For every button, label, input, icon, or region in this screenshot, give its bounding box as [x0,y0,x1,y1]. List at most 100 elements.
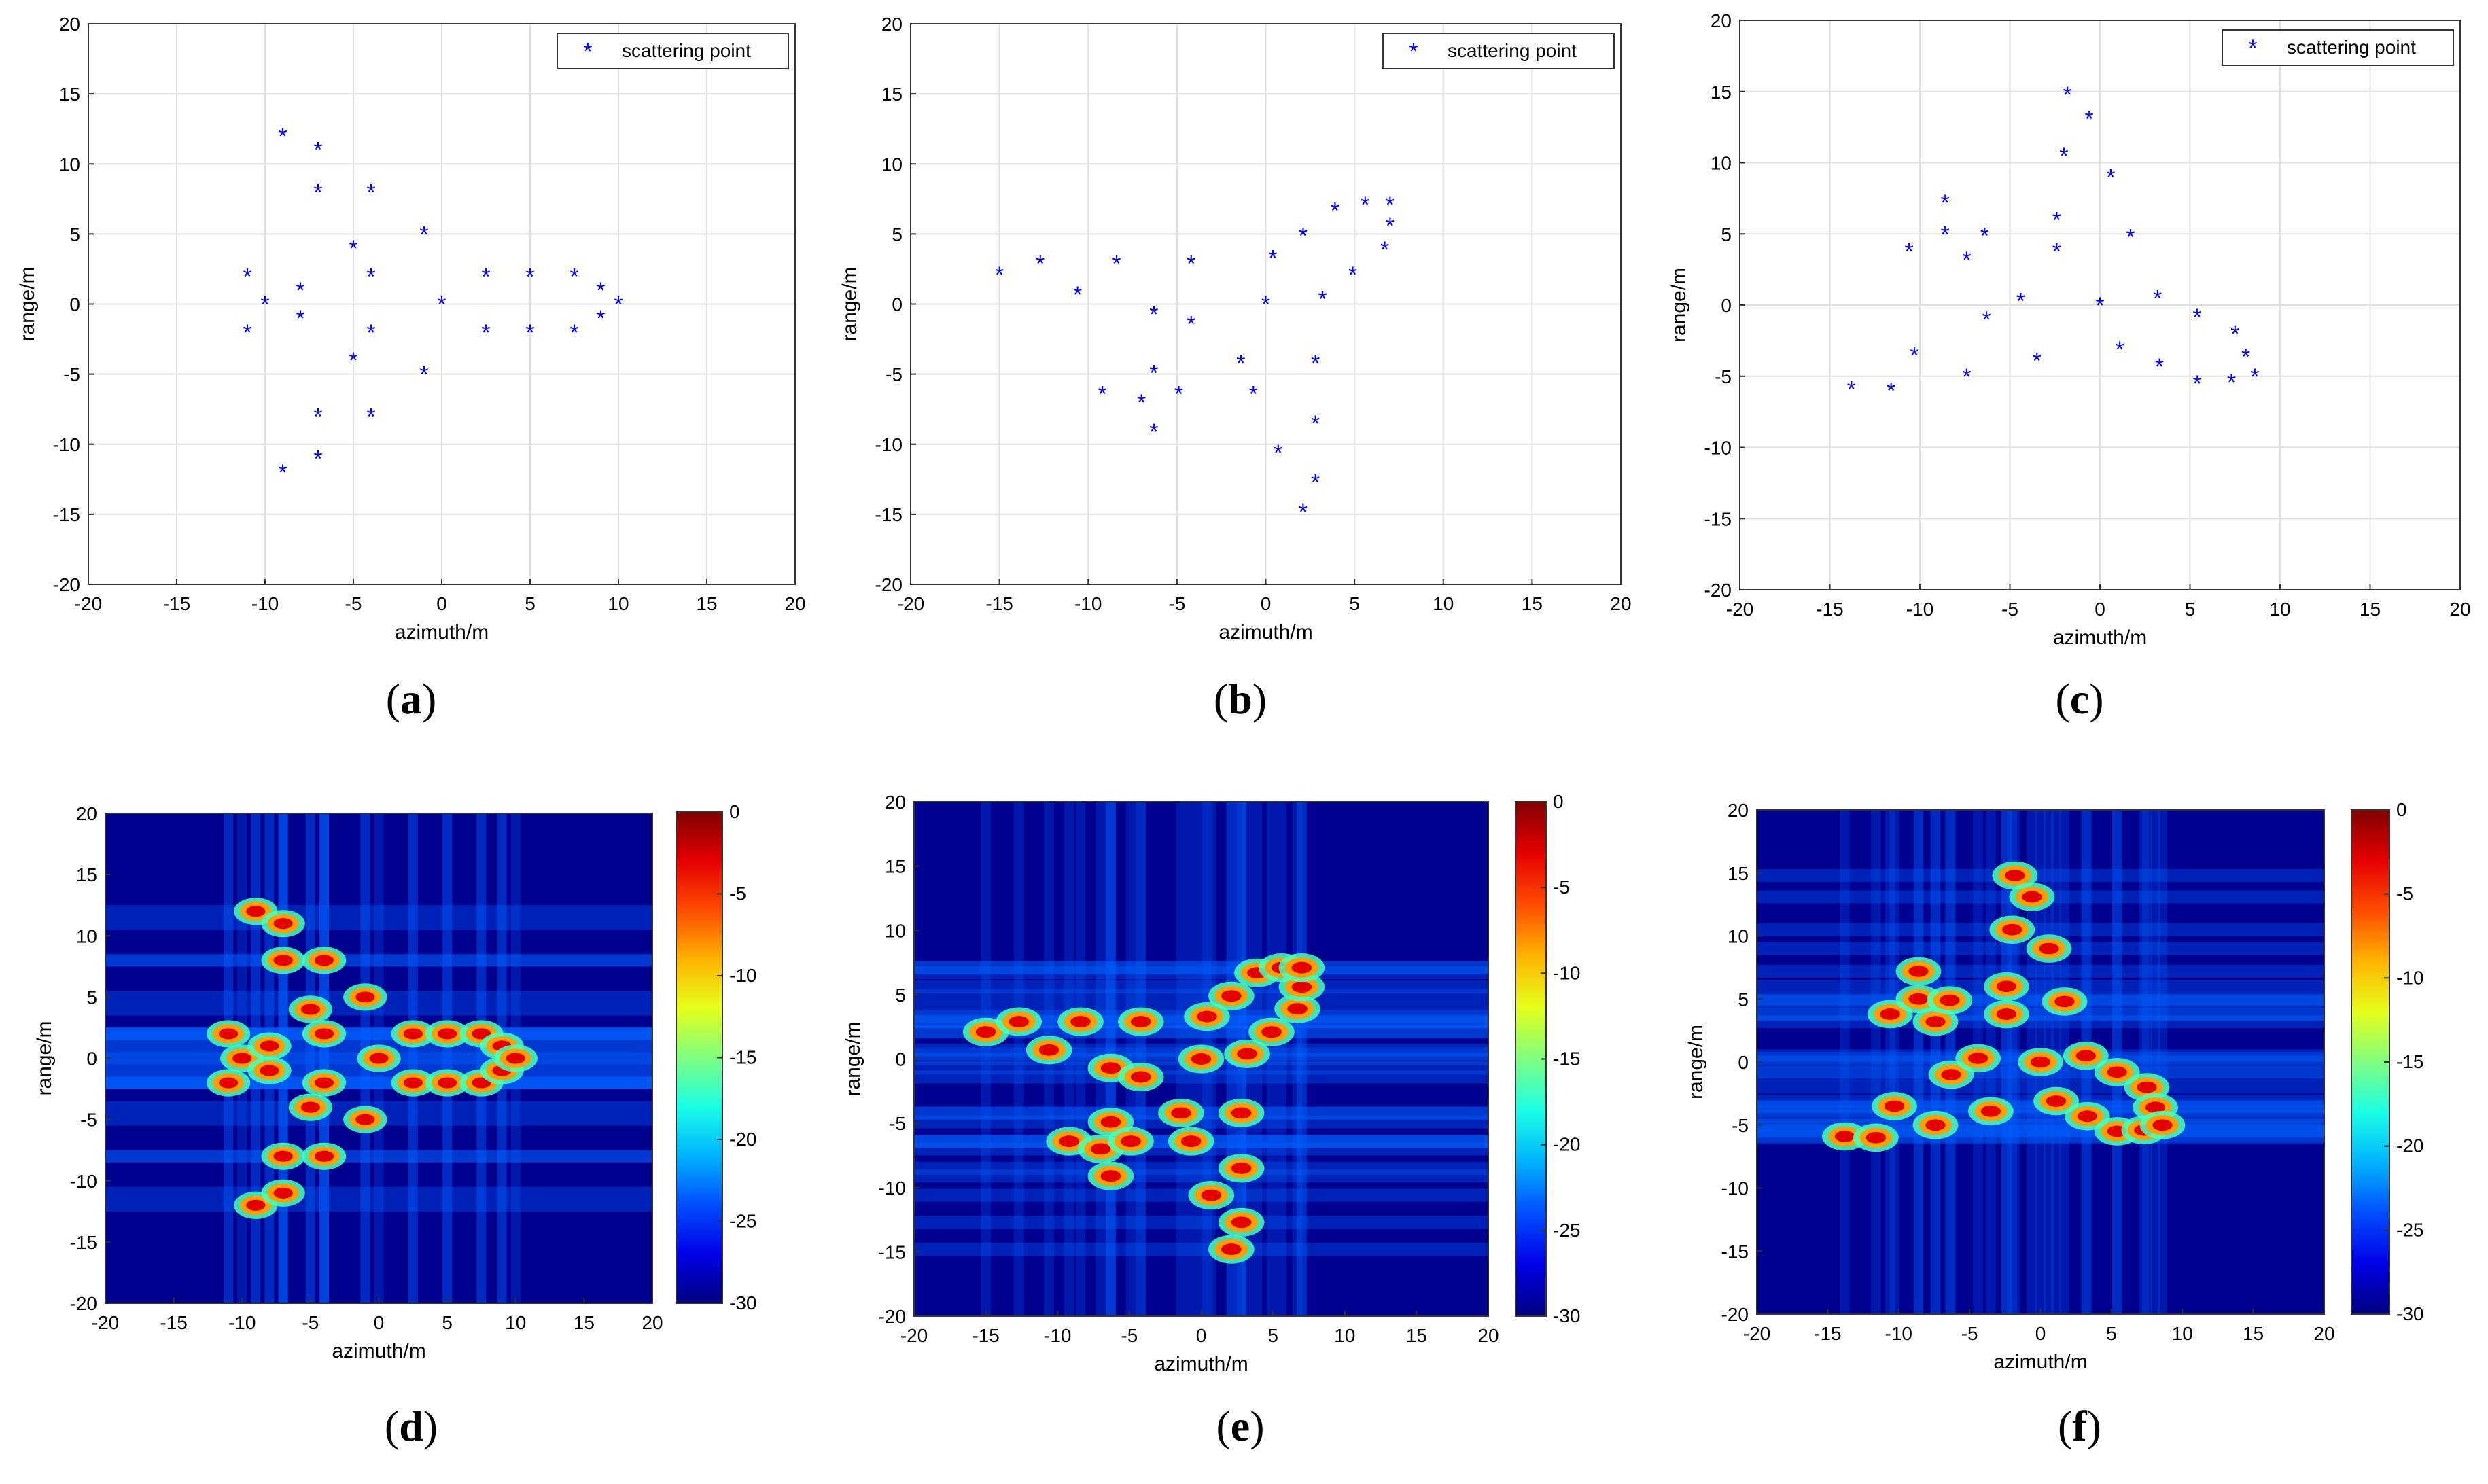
scatter-response-peak [1070,1016,1091,1028]
scatter-response-peak [1100,1170,1121,1182]
x-tick-label: 0 [1196,1325,1207,1346]
x-tick-label: 15 [2243,1323,2264,1344]
scatter-response-peak [1231,1162,1252,1174]
y-tick-label: 5 [1721,224,1732,245]
scatter-point: * [1187,311,1195,337]
scatter-response-peak [300,1004,320,1015]
x-tick-label: 20 [2313,1323,2334,1344]
x-tick-label: -15 [163,593,190,614]
x-tick-label: 10 [505,1312,526,1333]
x-tick-label: -20 [1726,599,1753,620]
legend-box [1382,33,1615,69]
y-tick-label: 0 [892,294,903,315]
scatter-response-peak [1941,1069,1961,1080]
panel-c: * ************************ ***** scattering… [1668,10,2471,723]
scatter-response-peak [2005,870,2025,881]
scatter-point: * [1274,440,1282,466]
scatter-point: * [1311,411,1320,437]
x-tick-label: 0 [2095,599,2105,620]
scatter-point: * [1910,342,1918,368]
scatter-point: * [2084,107,2093,132]
y-tick-label: -15 [875,504,903,525]
colorbar-tick-label: 0 [729,801,740,822]
scatter-response-peak [1237,1048,1257,1060]
scatter-response-peak [260,1040,279,1052]
azimuth-sidelobe [1871,810,1881,1314]
scatter-point: * [296,278,304,304]
scatter-response-peak [1130,1016,1151,1028]
azimuth-sidelobe [1013,802,1024,1316]
y-tick-label: -20 [1721,1304,1749,1325]
range-sidelobe [105,954,652,967]
scatter-response-peak [1287,1003,1308,1015]
y-tick-label: -5 [1715,366,1732,387]
scatter-point: * [313,180,322,206]
scatter-response-peak [1291,961,1312,974]
scatter-point: * [349,236,357,262]
scatter-response-peak [2152,1119,2173,1131]
scatter-response-peak [1291,981,1312,993]
x-tick-label: 0 [2035,1323,2046,1344]
range-sidelobe [105,1027,652,1040]
colorbar-tick-label: -10 [729,965,756,986]
panel-a: ****************************** scattering… [16,14,806,723]
caption-letter: a [400,675,422,723]
scatter-response-peak [2054,995,2075,1008]
x-axis-label: azimuth/m [1154,1353,1248,1375]
scatter-point: * [995,262,1004,288]
scatter-response-peak [2030,1056,2051,1068]
range-sidelobe [1757,1130,2324,1143]
scatter-response-peak [314,1028,334,1040]
scatter-point: * [2095,293,2104,319]
scatter-point: * [2052,238,2061,264]
scatter-response-peak [1201,1189,1222,1201]
y-tick-label: -10 [1704,438,1732,459]
y-tick-label: 5 [892,224,903,245]
x-tick-label: -5 [1121,1325,1138,1346]
scatter-point: * [313,404,322,430]
range-sidelobe [1757,869,2324,882]
scatter-response-peak [1221,1243,1242,1256]
scatter-point: * [296,306,304,332]
scatter-point: * [1149,419,1158,445]
scatter-point: * [481,320,490,346]
azimuth-sidelobe [1889,810,1899,1314]
scatter-response-peak [1880,1008,1900,1020]
scatter-response-peak [1261,1026,1282,1038]
y-tick-label: 0 [86,1048,97,1070]
range-sidelobe [1757,1131,2324,1144]
scatter-point: * [2126,224,2135,250]
y-tick-label: 20 [885,792,906,813]
scatter-response-peak [1908,966,1929,977]
scatter-point: * [2241,344,2250,370]
caption-letter: c [2070,675,2089,723]
y-tick-label: 15 [1711,82,1732,103]
y-tick-label: 20 [1728,800,1749,821]
y-tick-label: -10 [53,434,80,455]
scatter-response-peak [2107,1066,2127,1078]
y-tick-label: 10 [76,925,97,947]
scatter-point: * [1331,198,1339,224]
scatter-point: * [1268,245,1277,271]
scatter-point: * [570,320,578,346]
scatter-point: * [1311,351,1320,376]
colorbar-tick-label: -30 [2396,1303,2423,1324]
x-axis-label: azimuth/m [2053,626,2147,649]
range-sidelobe [914,966,1488,980]
azimuth-sidelobe [1913,810,1924,1314]
x-axis-label: azimuth/m [1993,1351,2087,1373]
scatter-response-peak [273,1187,293,1199]
x-tick-label: 15 [696,593,717,614]
scatter-response-peak [232,1053,252,1064]
scatter-response-peak [355,991,375,1003]
colorbar-tick-label: -15 [2396,1051,2423,1072]
colorbar-tick-label: -25 [1553,1220,1580,1241]
y-tick-label: 15 [1728,863,1749,884]
range-sidelobe [914,1115,1488,1129]
scatter-point: * [2153,286,2162,312]
x-tick-label: -20 [75,593,102,614]
x-tick-label: 15 [2360,599,2381,620]
y-tick-label: 10 [59,154,80,175]
scatter-point: * [1904,238,1913,264]
x-tick-label: -15 [1816,599,1843,620]
